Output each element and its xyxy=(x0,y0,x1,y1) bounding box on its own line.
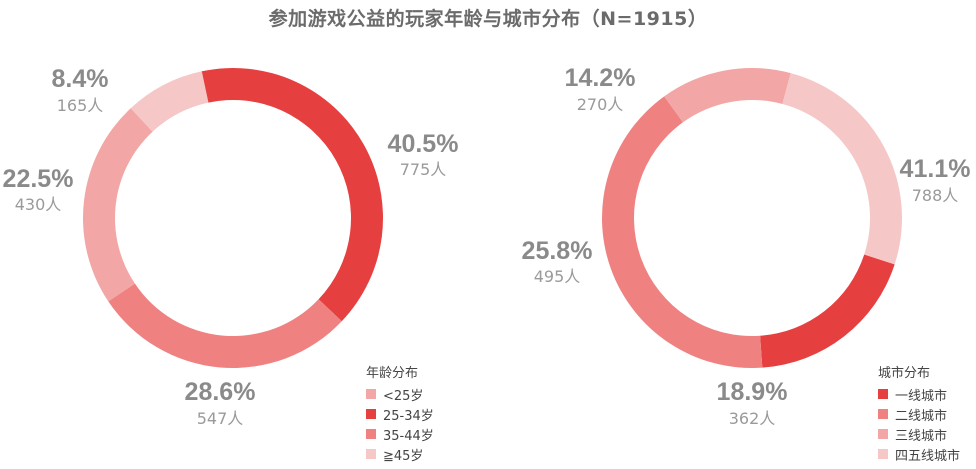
city-label-pct-0: 18.9% xyxy=(717,378,788,406)
legend-label: <25岁 xyxy=(383,388,424,404)
age-slice-3 xyxy=(83,108,153,302)
age-label-count-2: 547人 xyxy=(197,409,244,428)
legend-swatch xyxy=(366,449,376,459)
legend-label: 二线城市 xyxy=(895,408,948,424)
age-legend-item: ≧45岁 xyxy=(366,444,434,464)
age-label-pct-2: 28.6% xyxy=(185,378,256,406)
legend-swatch xyxy=(366,409,376,419)
legend-label: 三线城市 xyxy=(895,428,948,444)
city-donut xyxy=(601,67,902,368)
legend-swatch xyxy=(366,389,376,399)
age-legend-item: 35-44岁 xyxy=(366,424,434,444)
city-slice-3 xyxy=(782,73,902,265)
age-label-count-0: 165人 xyxy=(57,96,104,115)
city-slice-2 xyxy=(664,67,791,123)
legend-swatch xyxy=(878,389,888,399)
city-legend-title: 城市分布 xyxy=(878,366,931,381)
age-donut xyxy=(83,68,383,368)
age-legend: 年龄分布 <25岁 25-34岁 35-44岁 ≧45岁 xyxy=(366,362,434,464)
city-slice-1 xyxy=(601,96,763,368)
age-legend-item: <25岁 xyxy=(366,384,434,404)
city-label-pct-3: 25.8% xyxy=(522,237,593,265)
legend-swatch xyxy=(878,409,888,419)
legend-label: 35-44岁 xyxy=(383,428,434,444)
age-label-count-3: 430人 xyxy=(15,195,62,214)
city-label-count-2: 270人 xyxy=(577,95,624,114)
city-legend-item: 四五线城市 xyxy=(878,444,960,464)
age-slice-2 xyxy=(108,283,342,368)
legend-label: 一线城市 xyxy=(895,388,948,404)
legend-swatch xyxy=(878,449,888,459)
city-legend-item: 一线城市 xyxy=(878,384,960,404)
age-slice-1 xyxy=(201,68,383,322)
age-label-pct-0: 8.4% xyxy=(52,65,109,93)
city-label-pct-2: 14.2% xyxy=(565,64,636,92)
age-label-pct-1: 40.5% xyxy=(388,130,459,158)
legend-label: 四五线城市 xyxy=(895,448,961,464)
age-slice-0 xyxy=(130,71,209,132)
city-legend-item: 三线城市 xyxy=(878,424,960,444)
legend-swatch xyxy=(366,429,376,439)
city-label-count-3: 495人 xyxy=(534,267,581,286)
city-label-count-0: 362人 xyxy=(729,409,776,428)
city-legend-item: 二线城市 xyxy=(878,404,960,424)
age-legend-item: 25-34岁 xyxy=(366,404,434,424)
city-slice-0 xyxy=(760,254,895,368)
age-label-count-1: 775人 xyxy=(400,160,447,179)
city-label-pct-1: 41.1% xyxy=(900,155,971,183)
legend-label: 25-34岁 xyxy=(383,408,434,424)
age-legend-title: 年龄分布 xyxy=(366,366,419,381)
chart-title: 参加游戏公益的玩家年龄与城市分布（N=1915） xyxy=(268,8,708,30)
legend-label: ≧45岁 xyxy=(383,448,424,464)
city-label-count-1: 788人 xyxy=(912,186,959,205)
legend-swatch xyxy=(878,429,888,439)
age-label-pct-3: 22.5% xyxy=(3,165,74,193)
city-legend: 城市分布 一线城市 二线城市 三线城市 四五线城市 xyxy=(878,362,960,464)
